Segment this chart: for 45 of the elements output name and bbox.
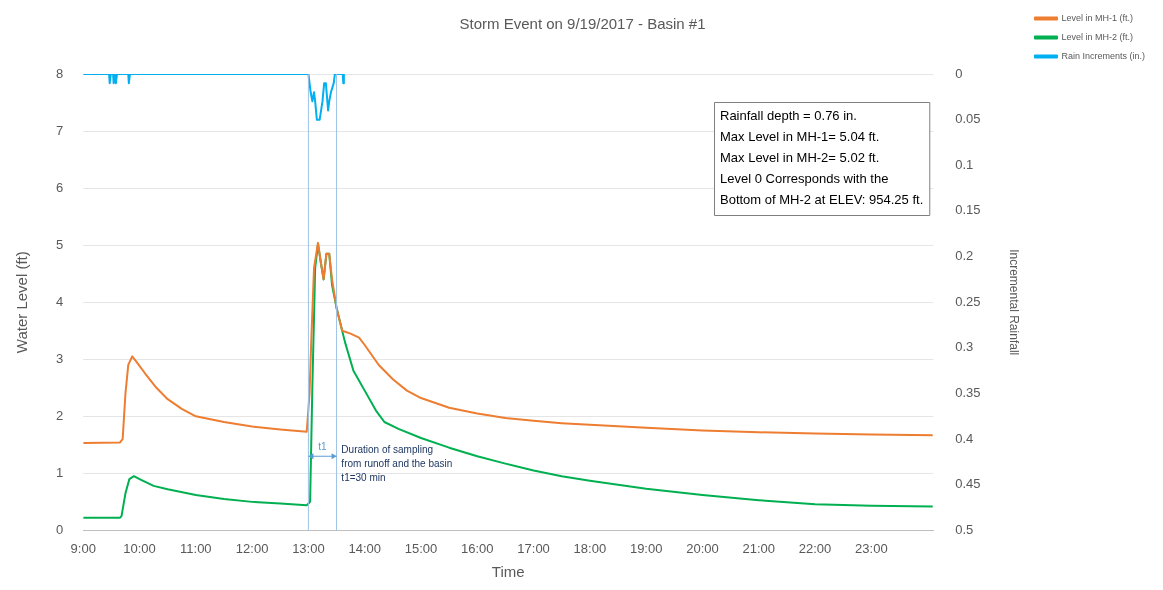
annotation: Rainfall depth = 0.76 in. Max Level in MH-1= 5.04 ft. Max Level in MH-2= 5.02 ft. Level 0 Corresponds with the Bottom of MH-2 at ELEV: 954.25 ft. — [719, 108, 924, 208]
y2-tick-label: 0.35 — [955, 385, 981, 401]
y2-tick-label: 0.45 — [955, 476, 981, 492]
x-tick-label: 18:00 — [573, 540, 607, 556]
legend-label: Rain Increments (in.) — [1061, 50, 1145, 61]
y2-tick-label: 0 — [955, 65, 963, 81]
x-tick-label: 16:00 — [461, 540, 494, 556]
x-axis-title: Time — [491, 563, 525, 581]
y-tick-label: 2 — [56, 407, 64, 423]
y2-tick-label: 0.25 — [955, 293, 981, 309]
x-tick-label: 12:00 — [235, 540, 269, 556]
y2-tick-label: 0.15 — [955, 202, 981, 218]
x-tick-label: 23:00 — [855, 540, 888, 556]
annotation: t1 — [318, 441, 328, 453]
y-tick-label: 8 — [56, 65, 64, 81]
x-tick-label: 11:00 — [180, 540, 212, 556]
x-tick-label: 22:00 — [798, 540, 832, 556]
x-tick-label: 10:00 — [123, 540, 156, 556]
legend-label: Level in MH-2 (ft.) — [1061, 31, 1133, 42]
y-tick-label: 7 — [56, 122, 64, 138]
y2-tick-label: 0.2 — [955, 248, 974, 264]
legend-label: Level in MH-1 (ft.) — [1061, 12, 1133, 23]
x-tick-label: 15:00 — [404, 540, 438, 556]
x-tick-label: 14:00 — [348, 540, 381, 556]
x-tick-label: 17:00 — [517, 540, 550, 556]
y2-tick-label: 0.3 — [955, 339, 974, 355]
y-tick-label: 6 — [56, 179, 64, 195]
y2-tick-label: 0.05 — [955, 111, 981, 127]
annotation: Duration of sampling from runoff and the basin t1=30 min — [341, 443, 453, 483]
x-tick-label: 20:00 — [686, 540, 719, 556]
y-tick-label: 0 — [56, 521, 64, 537]
chart-title: Storm Event on 9/19/2017 - Basin #1 — [459, 15, 706, 33]
x-tick-label: 9:00 — [70, 540, 96, 556]
y2-tick-label: 0.5 — [955, 521, 974, 537]
x-tick-label: 13:00 — [292, 540, 325, 556]
y-tick-label: 5 — [56, 236, 64, 252]
x-tick-label: 21:00 — [742, 540, 776, 556]
y-tick-label: 4 — [56, 293, 64, 309]
y-axis-title: Water Level (ft) — [13, 251, 31, 354]
y2-tick-label: 0.1 — [955, 156, 974, 172]
y-tick-label: 3 — [56, 350, 64, 366]
x-tick-label: 19:00 — [629, 540, 663, 556]
y2-tick-label: 0.4 — [955, 430, 974, 446]
y-tick-label: 1 — [56, 464, 64, 480]
y2-axis-title: Incremental Rainfall — [1007, 249, 1022, 356]
